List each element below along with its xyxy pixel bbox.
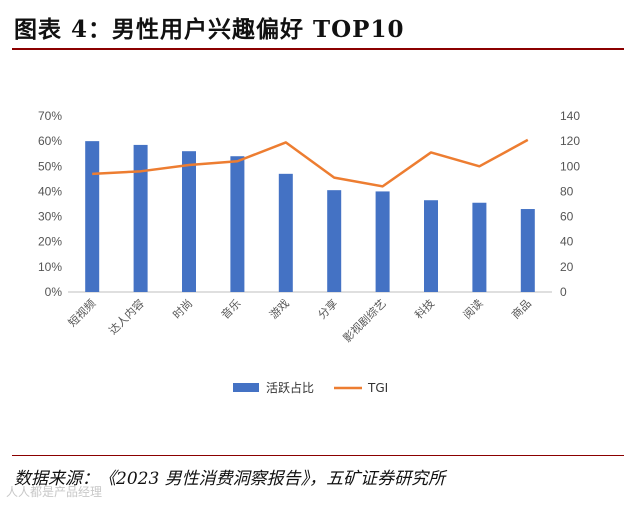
right-tick-label: 20 bbox=[560, 260, 574, 274]
category-label: 音乐 bbox=[218, 296, 243, 321]
left-tick-label: 20% bbox=[38, 235, 62, 249]
category-label: 短视频 bbox=[65, 296, 98, 329]
source-rule bbox=[12, 455, 624, 456]
category-label: 科技 bbox=[412, 296, 437, 321]
right-tick-label: 100 bbox=[560, 159, 580, 173]
left-tick-label: 40% bbox=[38, 184, 62, 198]
left-tick-label: 60% bbox=[38, 134, 62, 148]
page-title: 图表 4：男性用户兴趣偏好 TOP10 bbox=[14, 16, 405, 43]
category-label: 时尚 bbox=[170, 296, 195, 321]
right-tick-label: 140 bbox=[560, 109, 580, 123]
right-tick-label: 0 bbox=[560, 285, 567, 299]
chart: 70% 60% 50% 40% 30% 20% 10% 0% 140 120 100 80 60 40 20… bbox=[38, 109, 580, 395]
right-tick-label: 120 bbox=[560, 134, 580, 148]
title-rule bbox=[12, 48, 624, 50]
right-tick-label: 40 bbox=[560, 235, 574, 249]
left-tick-label: 30% bbox=[38, 210, 62, 224]
category-label: 分享 bbox=[315, 296, 340, 321]
bar bbox=[133, 144, 148, 292]
watermark: 人人都是产品经理 bbox=[6, 485, 103, 499]
legend-line-label: TGI bbox=[367, 381, 388, 395]
bar bbox=[472, 202, 487, 292]
left-tick-label: 0% bbox=[45, 285, 63, 299]
source-note: 数据来源：《2023 男性消费洞察报告》，五矿证券研究所 bbox=[14, 469, 446, 489]
bar bbox=[424, 200, 438, 292]
legend-bar-label: 活跃占比 bbox=[266, 380, 314, 395]
category-label: 影视剧综艺 bbox=[340, 296, 389, 345]
right-tick-label: 80 bbox=[560, 184, 574, 198]
left-tick-label: 70% bbox=[38, 109, 62, 123]
left-tick-label: 10% bbox=[38, 260, 62, 274]
bar bbox=[327, 190, 342, 292]
bar bbox=[278, 173, 293, 292]
tgi-line bbox=[92, 138, 529, 188]
left-tick-label: 50% bbox=[38, 159, 62, 173]
category-label: 商品 bbox=[508, 296, 533, 321]
bar bbox=[85, 141, 100, 292]
bar bbox=[182, 151, 196, 292]
bar bbox=[230, 156, 245, 292]
bar bbox=[520, 209, 535, 292]
category-label: 阅读 bbox=[460, 296, 485, 321]
bar bbox=[375, 191, 390, 292]
legend-bar-swatch bbox=[233, 383, 259, 392]
right-tick-label: 60 bbox=[560, 210, 574, 224]
category-label: 游戏 bbox=[267, 297, 292, 322]
category-label: 达人内容 bbox=[106, 296, 147, 337]
